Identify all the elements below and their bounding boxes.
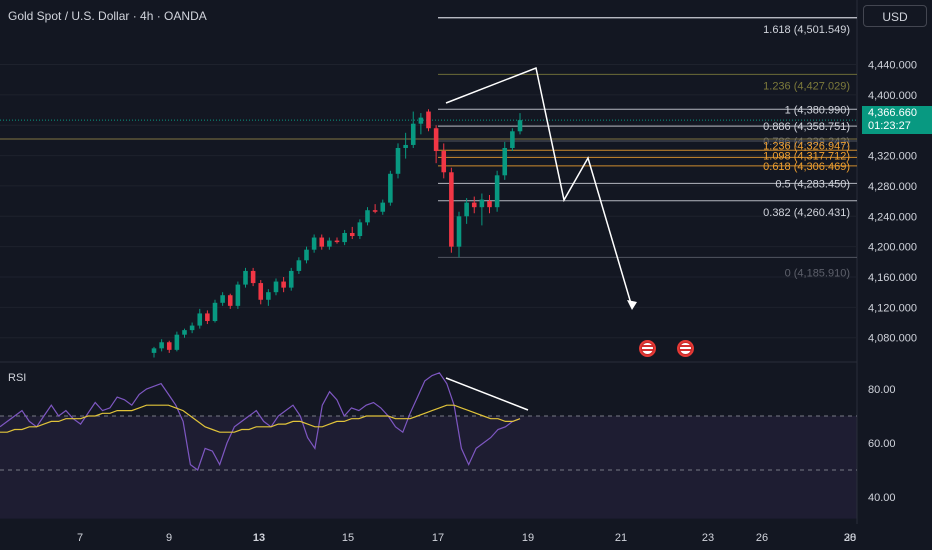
rsi-axis-label: 40.00 (868, 492, 896, 504)
candle-body (456, 216, 462, 247)
candle-body (258, 283, 264, 300)
candle-body (235, 284, 241, 306)
fib-level-label: 0.618 (4,306.469) (763, 161, 850, 173)
candle-body (441, 151, 447, 173)
candle-body (304, 249, 309, 261)
projection-drawing (445, 66, 637, 411)
candle-body (182, 330, 187, 335)
time-axis-label: 23 (702, 532, 714, 544)
price-axis-label: 4,400.000 (868, 90, 917, 102)
rsi-line (0, 372, 521, 471)
chart-title: Gold Spot / U.S. Dollar · 4h · OANDA (8, 9, 207, 23)
time-axis-label: 30 (844, 532, 856, 544)
us-flag-event-icon[interactable] (639, 340, 656, 357)
rsi-ma-line (0, 404, 521, 433)
time-axis-label: 19 (522, 532, 534, 544)
price-axis-label: 4,080.000 (868, 333, 917, 345)
fib-level-label: 1.236 (4,427.029) (763, 80, 850, 92)
candle-body (471, 202, 477, 208)
candle-body (197, 313, 203, 326)
candle-body (311, 237, 317, 250)
candle-body (502, 147, 508, 176)
candle-body (388, 173, 393, 203)
time-axis-label: 28 (844, 532, 856, 544)
candle-body (227, 295, 233, 306)
bar-countdown: 01:23:27 (868, 120, 911, 132)
candle-body (166, 342, 172, 350)
candle-body (189, 325, 195, 331)
fib-level-label: 0.382 (4,260.431) (763, 207, 850, 219)
candle-body (296, 260, 302, 271)
price-axis-label: 4,240.000 (868, 211, 917, 223)
price-axis-label: 4,280.000 (868, 181, 917, 193)
candle-body (433, 128, 439, 152)
candle-body (342, 232, 347, 243)
last-price-tag: 4,366.660 01:23:27 (862, 106, 932, 134)
time-axis-label: 9 (166, 532, 172, 544)
fib-level-label: 0.5 (4,283.450) (775, 178, 850, 190)
candle-body (395, 147, 401, 174)
fib-level-label: 1.098 (4,317.712) (763, 150, 850, 162)
candle-body (212, 302, 218, 322)
candle-body (334, 240, 340, 243)
candle-body (487, 201, 492, 208)
currency-selector[interactable]: USD (863, 5, 927, 27)
time-axis-label: 7 (77, 532, 83, 544)
candle-body (174, 334, 180, 350)
candle-body (319, 237, 325, 247)
candle-body (288, 270, 294, 288)
price-axis-label: 4,320.000 (868, 151, 917, 163)
fib-level-label: 1 (4,380.990) (785, 104, 850, 116)
candle-body (517, 120, 523, 132)
candle-body (403, 144, 408, 148)
candle-body (479, 199, 485, 208)
candle-body (380, 202, 386, 212)
candle-body (273, 281, 279, 293)
fib-level-label: 1.618 (4,501.549) (763, 24, 850, 36)
price-axis-label: 4,120.000 (868, 302, 917, 314)
candle-body (449, 172, 454, 247)
candle-body (220, 295, 225, 303)
us-flag-event-icon[interactable] (677, 340, 694, 357)
candle-body (281, 281, 286, 288)
candle-body (510, 131, 515, 148)
time-axis-label: 21 (615, 532, 627, 544)
time-axis-label: 13 (253, 532, 265, 544)
price-axis-label: 4,440.000 (868, 60, 917, 72)
time-axis-label: 17 (432, 532, 444, 544)
price-axis-label: 4,200.000 (868, 242, 917, 254)
time-axis-label: 26 (756, 532, 768, 544)
candle-body (151, 348, 157, 353)
candle-body (418, 117, 424, 124)
candle-body (464, 202, 469, 217)
candle-body (250, 270, 256, 284)
candle-body (266, 292, 271, 300)
rsi-band (0, 416, 857, 519)
candle-body (410, 123, 416, 145)
time-axis-label: 15 (342, 532, 354, 544)
candle-body (357, 222, 363, 237)
candle-body (494, 175, 500, 208)
rsi-label: RSI (8, 372, 27, 384)
candle-body (327, 240, 332, 247)
rsi-axis-label: 60.00 (868, 438, 896, 450)
candle-body (372, 210, 378, 212)
rsi-axis-label: 80.00 (868, 384, 896, 396)
fib-level-label: 0 (4,185.910) (785, 267, 850, 279)
fib-level-label: 1.236 (4,326.947) (763, 140, 850, 152)
last-price: 4,366.660 (868, 107, 917, 119)
candle-body (159, 342, 164, 349)
price-axis-label: 4,160.000 (868, 272, 917, 284)
candle-body (205, 313, 210, 322)
candle-body (365, 210, 370, 223)
candle-body (426, 111, 431, 129)
fib-level-label: 0.886 (4,358.751) (763, 121, 850, 133)
candle-body (349, 232, 355, 237)
candle-body (243, 270, 248, 285)
